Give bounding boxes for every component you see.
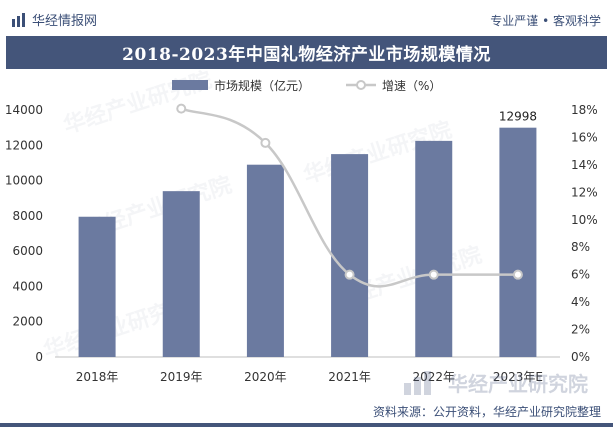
y-left-tick-label: 14000 <box>5 103 43 117</box>
y-right-tick-label: 2% <box>571 323 590 337</box>
data-label: 12998 <box>499 110 537 124</box>
line-point <box>428 269 439 280</box>
y-left-tick-label: 0 <box>35 350 43 364</box>
watermark-text: 华经产业研究院 <box>448 372 588 396</box>
y-right-tick-label: 10% <box>571 213 598 227</box>
y-left-tick-label: 10000 <box>5 174 43 188</box>
legend-label-line: 增速（%） <box>382 79 441 93</box>
watermark-logo-icon <box>404 370 431 395</box>
y-right-tick-label: 16% <box>571 130 598 144</box>
watermark-corner: 华经产业研究院 <box>402 368 588 397</box>
title-bar: 2018-2023年中国礼物经济产业市场规模情况 <box>6 36 607 69</box>
bar <box>162 191 200 357</box>
brand-name: 华经情报网 <box>32 14 98 29</box>
y-left-tick-label: 2000 <box>12 315 43 329</box>
y-left-tick-label: 12000 <box>5 138 43 152</box>
x-tick-label: 2020年 <box>244 370 287 384</box>
x-tick-label: 2022年 <box>412 370 455 384</box>
legend-label-bar: 市场规模（亿元） <box>214 78 310 93</box>
slogan: 专业严谨 • 客观科学 <box>490 14 601 28</box>
x-tick-label: 2023年E <box>493 370 543 384</box>
bar <box>499 127 537 357</box>
x-tick-label: 2019年 <box>160 370 203 384</box>
y-right-tick-label: 12% <box>571 185 598 199</box>
brand: 华经情报网 <box>12 10 97 29</box>
bar <box>331 154 369 357</box>
bar <box>246 164 284 357</box>
source-note: 资料来源：公开资料，华经产业研究院整理 <box>372 405 601 419</box>
y-right-tick-label: 4% <box>571 295 590 309</box>
bar <box>78 216 116 357</box>
y-right-tick-label: 8% <box>571 240 590 254</box>
y-right-tick-label: 6% <box>571 268 590 282</box>
y-left-tick-label: 8000 <box>12 209 43 223</box>
line-point <box>512 269 523 280</box>
line-point <box>176 103 187 114</box>
bar <box>415 140 453 357</box>
legend-marker-line <box>356 80 366 90</box>
line-point <box>260 137 271 148</box>
x-tick-label: 2018年 <box>76 370 119 384</box>
chart-title: 2018-2023年中国礼物经济产业市场规模情况 <box>122 45 491 65</box>
y-right-tick-label: 0% <box>571 350 590 364</box>
y-left-tick-label: 6000 <box>12 244 43 258</box>
x-tick-label: 2021年 <box>328 370 371 384</box>
top-bar: 华经情报网 专业严谨 • 客观科学 <box>0 0 613 36</box>
brand-logo-icon <box>12 12 25 27</box>
legend-swatch-bar <box>172 80 208 90</box>
y-right-tick-label: 18% <box>571 103 598 117</box>
y-right-tick-label: 14% <box>571 158 598 172</box>
y-left-tick-label: 4000 <box>12 279 43 293</box>
line-point <box>344 269 355 280</box>
bottom-line <box>0 423 613 427</box>
